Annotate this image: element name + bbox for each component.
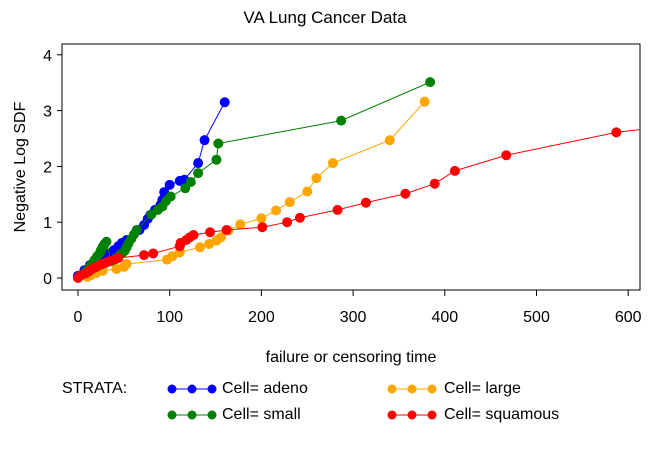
y-tick-label: 3 — [43, 104, 52, 121]
series-line — [86, 101, 425, 278]
legend-marker — [407, 384, 417, 394]
data-point — [221, 225, 232, 236]
legend-marker — [427, 410, 437, 420]
data-point — [336, 115, 347, 126]
series-line — [79, 81, 431, 277]
y-tick-label: 0 — [43, 271, 52, 288]
data-point — [449, 165, 460, 176]
data-point — [193, 168, 204, 179]
x-tick-label: 300 — [340, 309, 367, 326]
legend-marker — [387, 410, 397, 420]
series-group — [73, 77, 640, 283]
legend-marker — [187, 384, 197, 394]
data-point — [131, 225, 142, 236]
data-point — [185, 177, 196, 188]
data-point — [501, 150, 512, 161]
data-point — [425, 77, 436, 88]
y-tick-label: 4 — [43, 48, 52, 65]
data-point — [101, 236, 112, 247]
data-point — [302, 186, 313, 197]
data-point — [360, 197, 371, 208]
data-point — [148, 248, 159, 259]
data-point — [257, 222, 268, 233]
data-point — [211, 154, 222, 165]
x-tick-label: 500 — [523, 309, 550, 326]
data-point — [429, 178, 440, 189]
data-point — [419, 96, 430, 107]
y-tick-label: 2 — [43, 159, 52, 176]
x-tick-label: 0 — [74, 309, 83, 326]
data-point — [165, 191, 176, 202]
data-point — [235, 219, 246, 230]
legend-marker — [167, 410, 177, 420]
y-tick-label: 1 — [43, 215, 52, 232]
data-point — [327, 158, 338, 169]
data-point — [271, 205, 282, 216]
data-point — [332, 204, 343, 215]
data-point — [193, 158, 204, 169]
data-point — [205, 227, 216, 238]
legend-marker — [427, 384, 437, 394]
legend-marker — [207, 384, 217, 394]
data-point — [199, 135, 210, 146]
x-tick-label: 100 — [156, 309, 183, 326]
x-tick-label: 200 — [248, 309, 275, 326]
data-point — [611, 127, 622, 138]
legend-title: STRATA: — [62, 380, 128, 397]
data-point — [164, 179, 175, 190]
data-point — [216, 232, 227, 243]
data-point — [294, 212, 305, 223]
data-point — [400, 188, 411, 199]
data-point — [188, 230, 199, 241]
legend-marker — [407, 410, 417, 420]
x-tick-label: 600 — [615, 309, 642, 326]
data-point — [213, 138, 224, 149]
plot-frame — [61, 43, 641, 291]
legend-marker — [167, 384, 177, 394]
data-point — [219, 97, 230, 108]
data-point — [167, 251, 178, 262]
legend-marker — [207, 410, 217, 420]
data-point — [121, 259, 132, 270]
data-point — [311, 173, 322, 184]
chart-title: VA Lung Cancer Data — [243, 8, 407, 27]
y-axis-label: Negative Log SDF — [12, 101, 29, 232]
data-point — [139, 250, 150, 261]
legend-label-adeno: Cell= adeno — [222, 380, 308, 397]
data-point — [284, 197, 295, 208]
legend-marker — [387, 384, 397, 394]
x-tick-label: 400 — [431, 309, 458, 326]
data-point — [194, 242, 205, 253]
x-axis-label: failure or censoring time — [266, 349, 437, 366]
data-point — [282, 217, 293, 228]
legend-marker — [187, 410, 197, 420]
data-point — [384, 135, 395, 146]
data-point — [256, 213, 267, 224]
legend-label-squamous: Cell= squamous — [444, 406, 560, 423]
legend-label-large: Cell= large — [444, 380, 521, 397]
legend-label-small: Cell= small — [222, 406, 301, 423]
data-point — [113, 252, 124, 263]
